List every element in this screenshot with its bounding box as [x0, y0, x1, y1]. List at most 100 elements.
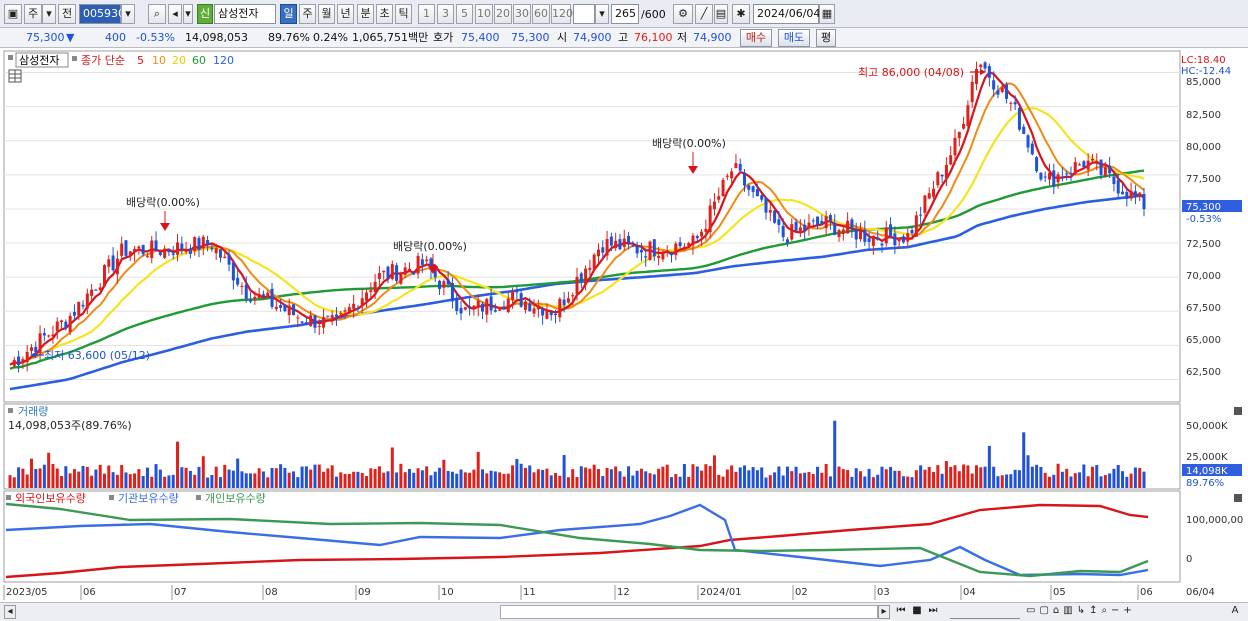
zoom-slider[interactable] [950, 605, 1020, 619]
interval-3[interactable]: 3 [437, 4, 454, 24]
menu-icon[interactable]: ▣ [4, 4, 22, 24]
stock-title-box[interactable] [15, 52, 69, 68]
volume-bar [936, 465, 940, 488]
drawing-tools[interactable]: ▭▢⌂▥↳↥⌕−+ [1026, 605, 1136, 616]
candle-body [438, 280, 442, 289]
volume-bar [1142, 471, 1146, 488]
volume-bar [1043, 472, 1047, 488]
volume-bar [618, 471, 622, 488]
interval-60[interactable]: 60 [532, 4, 550, 24]
interval-20[interactable]: 20 [494, 4, 512, 24]
code-dropdown-icon[interactable]: ▾ [121, 4, 135, 24]
candle-body [1116, 180, 1120, 194]
candle-body [528, 303, 532, 312]
interval-120[interactable]: 120 [551, 4, 573, 24]
candle-body [34, 346, 38, 353]
volume-bar [103, 473, 106, 488]
volume-bar [1095, 465, 1099, 488]
count-input[interactable]: 265 [611, 4, 639, 24]
search-icon[interactable]: ⌕ [148, 4, 166, 24]
legend-institution: 기관보유수량 [118, 492, 179, 505]
volume-bar [150, 476, 154, 488]
volume-bar [502, 473, 506, 488]
save-icon[interactable]: ▤ [714, 4, 728, 24]
ask-price: 75,400 [461, 31, 500, 44]
scroll-bar[interactable]: ◂ ▸ ⏮ ■ ⏭ ▭▢⌂▥↳↥⌕−+ A [0, 602, 1248, 621]
volume-bar [897, 470, 901, 488]
tools-icon[interactable]: ⚙ [673, 4, 693, 24]
panel-marker-icon [6, 495, 11, 500]
eval-button[interactable]: 평 [816, 29, 836, 47]
last-icon[interactable]: ⏭ [928, 605, 938, 616]
buy-button[interactable]: 매수 [740, 29, 772, 47]
candle-body [936, 172, 940, 186]
calendar-icon[interactable]: ▦ [819, 4, 835, 24]
candle-body [596, 249, 600, 257]
candle-body [502, 307, 506, 310]
custom-interval-dropdown-icon[interactable]: ▾ [595, 4, 609, 24]
volume-bar [747, 470, 751, 488]
legend-ma5: 5 [137, 54, 144, 67]
period-minute[interactable]: 분 [357, 4, 374, 24]
volume-bar [197, 466, 201, 488]
candle-body [420, 259, 424, 265]
candle-body [919, 214, 923, 216]
candle-body [880, 243, 884, 246]
period-month[interactable]: 월 [318, 4, 335, 24]
scroll-thumb[interactable] [500, 605, 878, 619]
sell-button[interactable]: 매도 [778, 29, 810, 47]
speaker-dropdown-icon[interactable]: ▾ [183, 4, 193, 24]
candle-body [575, 276, 579, 295]
candle-body [1052, 170, 1056, 187]
first-icon[interactable]: ⏮ [896, 605, 906, 616]
period-week[interactable]: 주 [299, 4, 316, 24]
speaker-icon[interactable]: ◂ [168, 4, 182, 24]
stop-icon[interactable]: ■ [912, 605, 922, 616]
price-panel-frame [3, 50, 1181, 403]
individual-line [5, 502, 1149, 578]
candle-body [236, 277, 240, 285]
candle-body [77, 301, 81, 316]
volume-bar [708, 465, 712, 488]
candle-body [515, 291, 519, 293]
candle-body [68, 315, 72, 332]
stock-name-field[interactable]: 삼성전자 [214, 4, 276, 24]
candle-body [717, 196, 721, 200]
candle-body [382, 270, 386, 273]
candle-body [536, 305, 540, 310]
volume-bar [1082, 464, 1086, 488]
foreign-line [5, 503, 1149, 579]
volume-bar [201, 456, 205, 488]
line-tool-icon[interactable]: ╱ [695, 4, 713, 24]
font-size-icon[interactable]: A [1231, 605, 1239, 616]
volume-bar [81, 465, 85, 488]
market-dropdown-icon[interactable]: ▾ [42, 4, 56, 24]
code-input[interactable]: 005930 [79, 4, 125, 24]
date-input[interactable]: 2024/06/04 [753, 4, 820, 24]
candle-body [210, 247, 214, 250]
custom-interval-input[interactable] [573, 4, 595, 24]
interval-30[interactable]: 30 [513, 4, 531, 24]
scroll-left-icon[interactable]: ◂ [4, 605, 16, 619]
period-tick[interactable]: 틱 [395, 4, 412, 24]
stock-chart[interactable]: 삼성전자 종가 단순 5 10 20 60 120 LC:18.40 HC:-1… [0, 50, 1248, 603]
interval-5[interactable]: 5 [456, 4, 473, 24]
period-year[interactable]: 년 [337, 4, 354, 24]
period-day[interactable]: 일 [280, 4, 297, 24]
panel-close-icon[interactable] [1234, 407, 1242, 415]
scroll-right-icon[interactable]: ▸ [878, 605, 890, 619]
market-select[interactable]: 주 [24, 4, 42, 24]
period-second[interactable]: 초 [376, 4, 393, 24]
interval-1[interactable]: 1 [418, 4, 435, 24]
volume-bar [360, 472, 364, 488]
volume-bar [734, 471, 738, 488]
candle-body [270, 288, 274, 307]
legend-individual: 개인보유수량 [205, 492, 266, 505]
candle-body [339, 313, 343, 315]
candle-body [893, 233, 897, 246]
prev-button[interactable]: 전 [58, 4, 76, 24]
panel-close-icon[interactable] [1234, 494, 1242, 502]
candle-body [927, 193, 931, 199]
interval-10[interactable]: 10 [475, 4, 493, 24]
gear-icon[interactable]: ✱ [732, 4, 750, 24]
